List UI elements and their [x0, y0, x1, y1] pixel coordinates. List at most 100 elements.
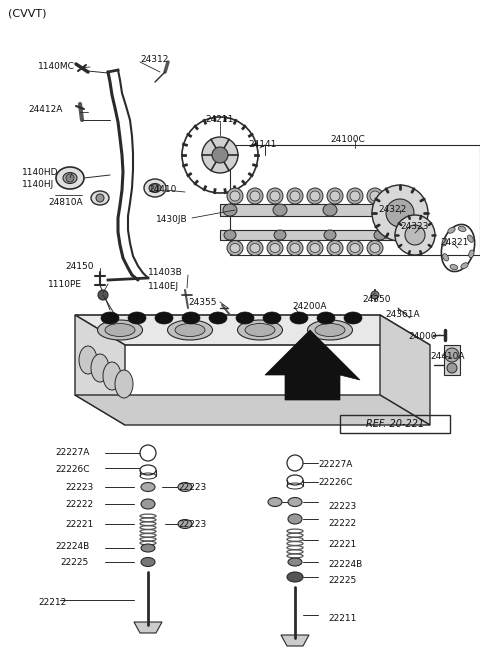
- Ellipse shape: [327, 240, 343, 255]
- Ellipse shape: [290, 191, 300, 201]
- Text: 22223: 22223: [178, 483, 206, 492]
- Ellipse shape: [263, 312, 281, 324]
- Ellipse shape: [141, 544, 155, 552]
- Ellipse shape: [274, 230, 286, 240]
- Text: 1110PE: 1110PE: [48, 280, 82, 289]
- Polygon shape: [75, 315, 125, 425]
- Text: 22226C: 22226C: [55, 465, 89, 474]
- Ellipse shape: [247, 188, 263, 204]
- Ellipse shape: [103, 362, 121, 390]
- Ellipse shape: [307, 188, 323, 204]
- Ellipse shape: [175, 324, 205, 337]
- Ellipse shape: [288, 558, 302, 566]
- Text: 22222: 22222: [65, 500, 93, 509]
- Text: 24412A: 24412A: [28, 105, 62, 114]
- Bar: [444, 345, 460, 375]
- Ellipse shape: [288, 498, 302, 506]
- Ellipse shape: [101, 312, 119, 324]
- Ellipse shape: [168, 320, 213, 340]
- Ellipse shape: [141, 483, 155, 491]
- Text: 22221: 22221: [65, 520, 93, 529]
- Text: 22223: 22223: [328, 502, 356, 511]
- Circle shape: [151, 184, 159, 192]
- Ellipse shape: [250, 244, 260, 252]
- Circle shape: [372, 185, 428, 241]
- Text: 24000: 24000: [408, 332, 436, 341]
- Ellipse shape: [178, 519, 192, 529]
- Ellipse shape: [273, 204, 287, 216]
- Text: 24312: 24312: [140, 55, 168, 64]
- Circle shape: [96, 194, 104, 202]
- Ellipse shape: [448, 227, 455, 233]
- Ellipse shape: [324, 230, 336, 240]
- Text: 1140MC: 1140MC: [38, 62, 75, 71]
- Ellipse shape: [323, 204, 337, 216]
- Circle shape: [98, 290, 108, 300]
- Ellipse shape: [307, 240, 323, 255]
- Ellipse shape: [245, 324, 275, 337]
- Text: 22225: 22225: [60, 558, 88, 567]
- Text: 1140HJ: 1140HJ: [22, 180, 54, 189]
- Ellipse shape: [141, 557, 155, 567]
- Ellipse shape: [250, 191, 260, 201]
- Ellipse shape: [469, 250, 474, 258]
- Circle shape: [386, 199, 414, 227]
- Ellipse shape: [91, 191, 109, 205]
- Ellipse shape: [350, 191, 360, 201]
- Circle shape: [212, 147, 228, 163]
- Text: 1430JB: 1430JB: [156, 215, 188, 224]
- Text: 24141: 24141: [248, 140, 276, 149]
- Text: 22222: 22222: [328, 519, 356, 528]
- Text: 24350: 24350: [362, 295, 391, 304]
- Text: 24810A: 24810A: [48, 198, 83, 207]
- Text: REF. 20-221: REF. 20-221: [366, 419, 424, 429]
- Circle shape: [395, 215, 435, 255]
- Text: 24323: 24323: [400, 222, 428, 231]
- Text: 24410A: 24410A: [430, 352, 465, 361]
- Ellipse shape: [290, 312, 308, 324]
- Ellipse shape: [247, 240, 263, 255]
- Ellipse shape: [461, 263, 468, 269]
- Ellipse shape: [330, 244, 340, 252]
- Ellipse shape: [350, 244, 360, 252]
- Ellipse shape: [290, 244, 300, 252]
- Ellipse shape: [56, 167, 84, 189]
- Text: 22212: 22212: [38, 598, 66, 607]
- Ellipse shape: [373, 204, 387, 216]
- Ellipse shape: [224, 230, 236, 240]
- Text: 24355: 24355: [188, 298, 216, 307]
- Text: 22211: 22211: [328, 614, 356, 623]
- Ellipse shape: [327, 188, 343, 204]
- Text: 22223: 22223: [178, 520, 206, 529]
- Ellipse shape: [450, 265, 458, 270]
- Ellipse shape: [468, 235, 473, 242]
- Ellipse shape: [149, 183, 161, 193]
- Ellipse shape: [268, 498, 282, 506]
- Ellipse shape: [178, 483, 192, 491]
- Text: 22226C: 22226C: [318, 478, 352, 487]
- Circle shape: [405, 225, 425, 245]
- Circle shape: [202, 137, 238, 173]
- Ellipse shape: [223, 204, 237, 216]
- Polygon shape: [265, 330, 360, 400]
- Text: 22224B: 22224B: [55, 542, 89, 551]
- Ellipse shape: [370, 191, 380, 201]
- Polygon shape: [380, 315, 430, 425]
- Text: 22225: 22225: [328, 576, 356, 585]
- Text: 1140EJ: 1140EJ: [148, 282, 179, 291]
- Ellipse shape: [267, 240, 283, 255]
- Ellipse shape: [79, 346, 97, 374]
- Text: 24321: 24321: [440, 238, 468, 247]
- Bar: [220, 204, 415, 216]
- Ellipse shape: [374, 230, 386, 240]
- Text: 22227A: 22227A: [318, 460, 352, 469]
- Text: 24322: 24322: [378, 205, 406, 214]
- Ellipse shape: [443, 253, 449, 261]
- Ellipse shape: [209, 312, 227, 324]
- Text: 22227A: 22227A: [55, 448, 89, 457]
- Ellipse shape: [128, 312, 146, 324]
- Text: 22221: 22221: [328, 540, 356, 549]
- Ellipse shape: [287, 572, 303, 582]
- Bar: [220, 230, 415, 240]
- Bar: [340, 415, 450, 433]
